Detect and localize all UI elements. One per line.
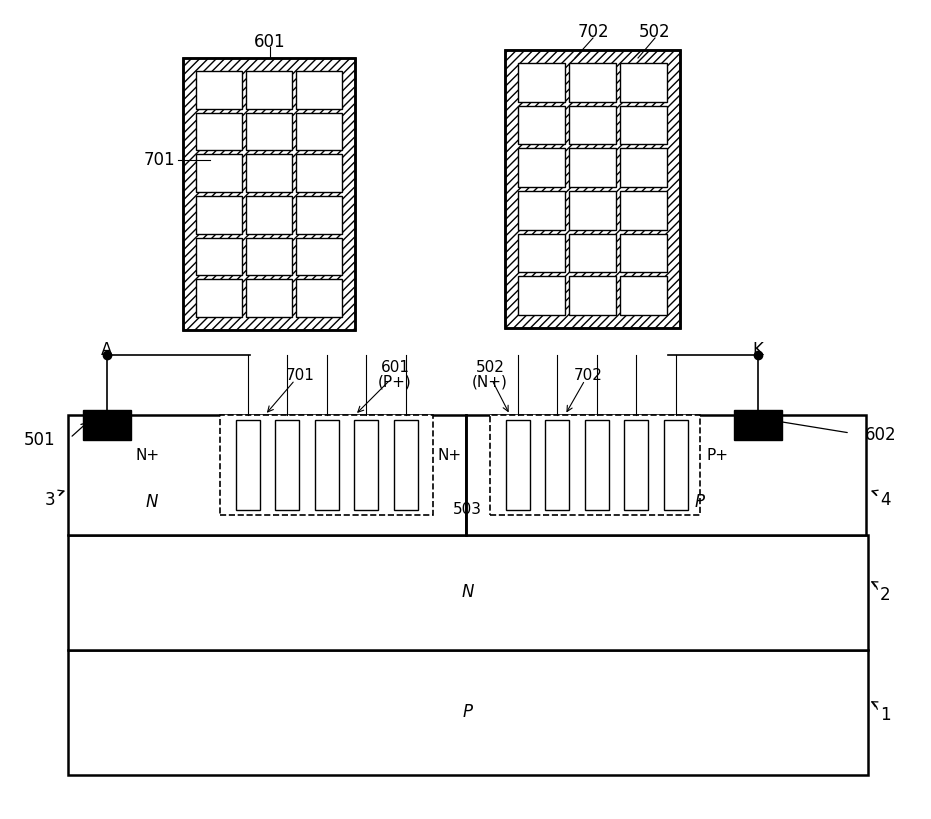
Bar [196,71,242,109]
Bar [545,420,569,510]
Bar [490,415,700,515]
Bar [518,148,565,187]
Bar [296,238,342,275]
Text: A: A [101,341,113,359]
Text: P: P [695,493,705,511]
Text: P+: P+ [707,447,729,463]
Text: N: N [462,583,474,601]
Bar [246,154,292,192]
Bar [68,535,868,650]
Text: K: K [752,341,763,359]
Bar [196,154,242,192]
Bar [220,415,433,515]
Text: N+: N+ [136,447,160,463]
Bar [196,113,242,151]
Bar [354,420,378,510]
Bar [296,113,342,151]
Text: 602: 602 [865,426,897,444]
Bar [506,420,530,510]
Bar [518,233,565,273]
Bar [220,415,433,515]
Text: (P+): (P+) [378,374,412,390]
Bar [569,148,616,187]
Bar [296,279,342,317]
Bar [518,106,565,144]
Bar [620,106,667,144]
Bar [315,420,339,510]
Bar [518,191,565,229]
Bar [620,191,667,229]
Bar [569,233,616,273]
Text: 2: 2 [880,586,891,604]
Bar [505,50,680,328]
Text: 601: 601 [381,360,410,375]
Bar [296,154,342,192]
Bar [394,420,417,510]
Text: 501: 501 [23,431,55,449]
Bar [518,63,565,102]
Text: 701: 701 [143,151,175,169]
Bar [624,420,648,510]
Text: N+: N+ [438,447,462,463]
Bar [585,420,609,510]
Bar [196,196,242,233]
Bar [569,191,616,229]
Bar [490,415,700,515]
Bar [620,276,667,315]
Text: 502: 502 [640,23,671,41]
Bar [275,420,299,510]
Text: 601: 601 [254,33,286,51]
Bar [83,410,131,440]
Bar [246,279,292,317]
Bar [246,113,292,151]
Text: 702: 702 [573,368,602,382]
Bar [183,58,355,330]
Bar [236,420,260,510]
Text: 1: 1 [880,706,891,724]
Bar [296,71,342,109]
Text: 502: 502 [476,360,505,375]
Bar [68,650,868,775]
Bar [246,71,292,109]
Bar [620,63,667,102]
Text: (N+): (N+) [472,374,508,390]
Text: N: N [146,493,158,511]
Bar [518,276,565,315]
Bar [664,420,687,510]
Bar [246,238,292,275]
Bar [196,238,242,275]
Bar [466,415,866,535]
Text: 503: 503 [452,503,481,518]
Bar [620,233,667,273]
Bar [68,415,466,535]
Text: P: P [463,703,473,721]
Bar [196,279,242,317]
Bar [620,148,667,187]
Bar [246,196,292,233]
Text: 702: 702 [577,23,609,41]
Bar [296,196,342,233]
Bar [734,410,782,440]
Bar [569,106,616,144]
Bar [505,50,680,328]
Text: 4: 4 [880,491,890,509]
Text: 701: 701 [286,368,315,382]
Text: 3: 3 [45,491,55,509]
Bar [569,63,616,102]
Bar [569,276,616,315]
Bar [183,58,355,330]
